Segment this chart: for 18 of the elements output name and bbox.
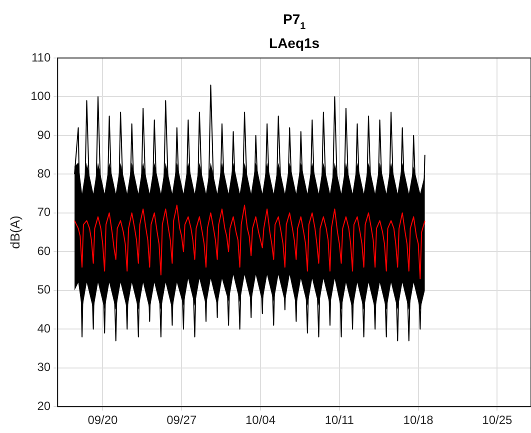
y-tick-label: 50 (37, 282, 51, 297)
x-tick-label: 10/18 (403, 413, 434, 428)
y-axis-title: dB(A) (7, 216, 22, 249)
x-tick-label: 10/25 (482, 413, 513, 428)
y-tick-label: 70 (37, 205, 51, 220)
x-tick-label: 10/11 (324, 413, 354, 428)
y-tick-label: 100 (30, 89, 51, 104)
y-tick-label: 20 (37, 398, 51, 413)
x-tick-label: 09/27 (166, 413, 197, 428)
x-tick-label: 10/04 (245, 413, 276, 428)
y-tick-label: 110 (31, 50, 51, 64)
y-tick-label: 30 (37, 360, 51, 374)
x-tick-label: 09/20 (88, 413, 118, 428)
y-tick-label: 60 (37, 244, 51, 258)
y-tick-label: 80 (37, 166, 51, 181)
y-tick-label: 90 (37, 128, 51, 142)
chart-subtitle: LAeq1s (269, 35, 320, 51)
y-tick-label: 40 (37, 321, 51, 336)
